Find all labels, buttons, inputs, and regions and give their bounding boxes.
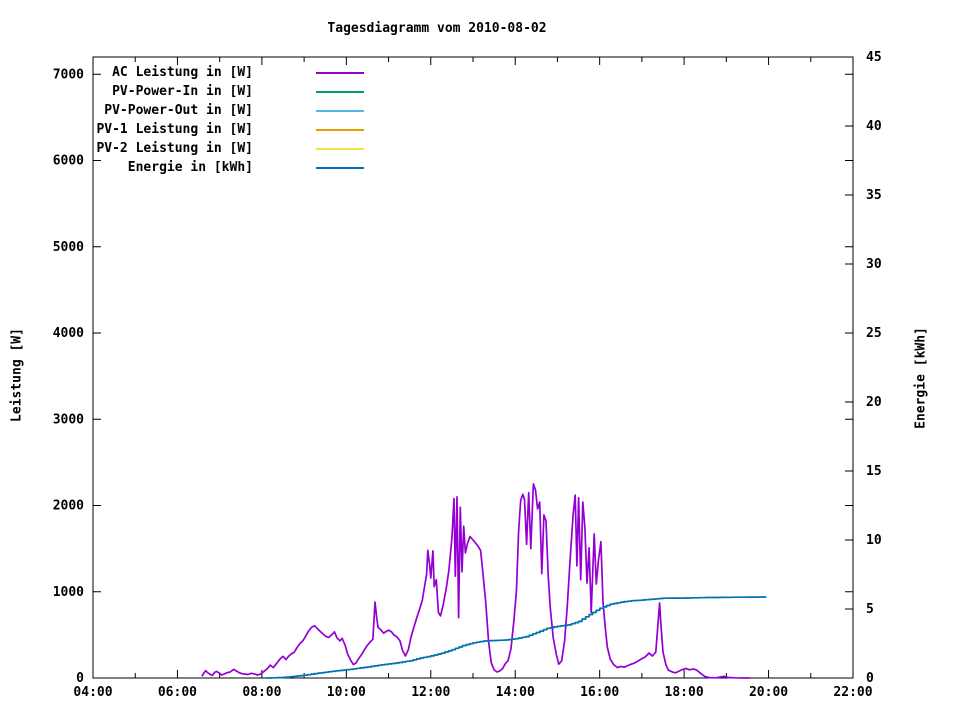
y-right-tick-label: 40 bbox=[866, 119, 882, 134]
legend-item: PV-2 Leistung in [W] bbox=[93, 139, 364, 158]
y-right-tick-label: 45 bbox=[866, 50, 882, 65]
legend-label: PV-2 Leistung in [W] bbox=[96, 141, 253, 156]
x-tick-label: 18:00 bbox=[665, 685, 704, 700]
y-left-tick-label: 1000 bbox=[53, 585, 84, 600]
chart-title: Tagesdiagramm vom 2010-08-02 bbox=[327, 21, 547, 36]
x-tick-label: 20:00 bbox=[749, 685, 788, 700]
y-right-tick-label: 30 bbox=[866, 257, 882, 272]
legend-line-sample bbox=[316, 128, 364, 131]
legend-item: PV-Power-In in [W] bbox=[93, 82, 364, 101]
y-right-tick-label: 35 bbox=[866, 188, 882, 203]
x-tick-label: 08:00 bbox=[242, 685, 281, 700]
y-right-tick-label: 10 bbox=[866, 533, 882, 548]
y-right-tick-label: 25 bbox=[866, 326, 882, 341]
series-ac-leistung-in-w-line bbox=[201, 483, 750, 679]
legend: AC Leistung in [W] PV-Power-In in [W] PV-P… bbox=[93, 63, 364, 177]
x-tick-label: 14:00 bbox=[496, 685, 535, 700]
x-tick-label: 16:00 bbox=[580, 685, 619, 700]
legend-line-sample bbox=[316, 147, 364, 150]
legend-label: AC Leistung in [W] bbox=[112, 65, 253, 80]
y-left-tick-label: 3000 bbox=[53, 412, 84, 427]
y-right-tick-label: 20 bbox=[866, 395, 882, 410]
legend-item: PV-Power-Out in [W] bbox=[93, 101, 364, 120]
x-tick-label: 12:00 bbox=[411, 685, 450, 700]
y-left-tick-label: 5000 bbox=[53, 240, 84, 255]
series-energie-in-kwh-line bbox=[266, 596, 767, 679]
legend-line-sample bbox=[316, 90, 364, 93]
legend-item: AC Leistung in [W] bbox=[93, 63, 364, 82]
y-left-tick-label: 7000 bbox=[53, 67, 84, 82]
y-left-tick-label: 2000 bbox=[53, 499, 84, 514]
y-right-tick-label: 15 bbox=[866, 464, 882, 479]
legend-label: PV-1 Leistung in [W] bbox=[96, 122, 253, 137]
y-left-tick-label: 4000 bbox=[53, 326, 84, 341]
y-right-tick-label: 5 bbox=[866, 602, 874, 617]
y-left-tick-label: 0 bbox=[76, 671, 84, 686]
x-tick-label: 04:00 bbox=[73, 685, 112, 700]
legend-label: PV-Power-Out in [W] bbox=[104, 103, 253, 118]
legend-line-sample bbox=[316, 109, 364, 112]
y-right-tick-label: 0 bbox=[866, 671, 874, 686]
x-tick-label: 22:00 bbox=[833, 685, 872, 700]
x-tick-label: 10:00 bbox=[327, 685, 366, 700]
legend-label: Energie in [kWh] bbox=[127, 160, 253, 175]
x-tick-label: 06:00 bbox=[158, 685, 197, 700]
legend-line-sample bbox=[316, 71, 364, 74]
legend-item: Energie in [kWh] bbox=[93, 158, 364, 177]
legend-label: PV-Power-In in [W] bbox=[112, 84, 253, 99]
legend-item: PV-1 Leistung in [W] bbox=[93, 120, 364, 139]
y-left-tick-label: 6000 bbox=[53, 154, 84, 169]
legend-line-sample bbox=[316, 166, 364, 169]
